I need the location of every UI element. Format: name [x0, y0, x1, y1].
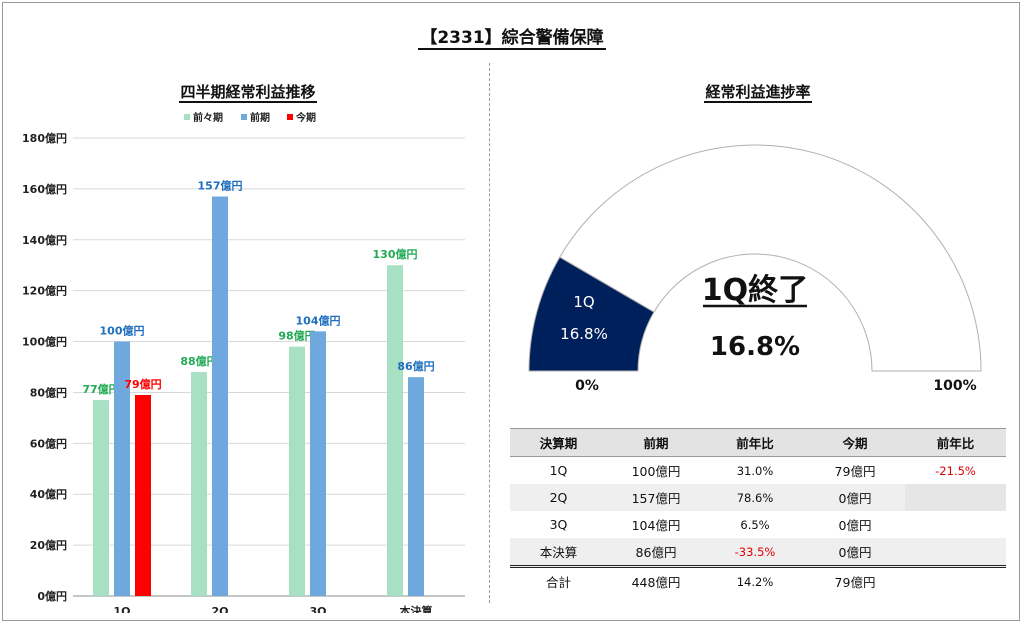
- table-cell: 79億円: [834, 464, 876, 479]
- data-label: 98億円: [278, 329, 315, 343]
- table-header-row: 決算期 前期 前年比 今期 前年比: [510, 428, 1006, 457]
- bar-chart: 0億円 20億円 40億円 60億円 80億円 100億円 120億円 140億円 160億円 1…: [22, 111, 465, 613]
- data-label: 130億円: [373, 247, 418, 261]
- legend-swatch: [184, 114, 190, 120]
- bar: [408, 377, 424, 596]
- legend-label: 前々期: [193, 111, 223, 124]
- bar: [135, 394, 151, 596]
- y-tick-label: 160億円: [22, 182, 67, 196]
- table-cell: 100億円: [631, 464, 681, 479]
- table-cell: 31.0%: [736, 463, 774, 478]
- bar: [212, 196, 228, 596]
- table-cell: [905, 484, 1006, 511]
- table-cell: 0億円: [805, 484, 905, 511]
- y-tick-label: 140億円: [22, 233, 67, 247]
- progress-gauge: 1Q 16.8% 1Q終了 16.8% 0% 100%: [528, 144, 982, 394]
- y-tick-label: 120億円: [22, 284, 67, 298]
- data-label: 79億円: [124, 377, 161, 391]
- legend-swatch: [241, 114, 247, 120]
- x-tick-label: 1Q: [113, 605, 130, 613]
- table-header: 前年比: [905, 428, 1006, 457]
- table-cell: 86億円: [607, 538, 705, 567]
- table-header: 前期: [607, 428, 705, 457]
- table-cell: 0億円: [805, 538, 905, 567]
- x-tick-label: 本決算: [400, 604, 433, 613]
- gauge-progress-segment: [528, 256, 655, 372]
- bar: [191, 372, 207, 596]
- data-label: 100億円: [100, 324, 145, 338]
- table-header: 今期: [805, 428, 905, 457]
- table-cell: 448億円: [607, 565, 705, 595]
- table-cell: 14.2%: [705, 565, 805, 595]
- table-cell: 合計: [510, 565, 607, 595]
- table-cell: 104億円: [631, 518, 681, 533]
- gauge-progress-text: 16.8%: [710, 332, 800, 362]
- progress-table: 決算期 前期 前年比 今期 前年比 1Q 100億円 31.0% 79億円 -2…: [510, 428, 1006, 595]
- x-tick-label: 3Q: [309, 605, 326, 613]
- y-tick-label: 180億円: [22, 131, 67, 145]
- y-tick-label: 80億円: [30, 385, 67, 399]
- table-cell: 0億円: [838, 518, 872, 533]
- table-cell: [905, 538, 1006, 567]
- data-label: 157億円: [198, 179, 243, 193]
- data-label: 104億円: [296, 313, 341, 327]
- y-tick-label: 20億円: [30, 538, 67, 552]
- table-cell: 3Q: [549, 517, 568, 532]
- bar: [310, 331, 326, 596]
- table-row: 3Q 104億円 6.5% 0億円: [510, 511, 1006, 538]
- table-header: 決算期: [510, 428, 607, 457]
- table-cell: [905, 511, 1006, 538]
- table-cell: 2Q: [510, 484, 607, 511]
- legend-label: 前期: [250, 111, 270, 124]
- gauge-track: [559, 144, 982, 372]
- gauge-min-label: 0%: [575, 378, 599, 394]
- page-title: 【2331】綜合警備保障: [418, 28, 606, 50]
- gauge-status-text: 1Q終了: [702, 273, 808, 308]
- table-cell: -33.5%: [705, 538, 805, 567]
- bar: [114, 341, 130, 596]
- table-cell: 6.5%: [740, 517, 770, 532]
- table-total-row: 合計 448億円 14.2% 79億円: [510, 565, 1006, 595]
- data-label: 77億円: [82, 382, 119, 396]
- table-row: 本決算 86億円 -33.5% 0億円: [510, 538, 1006, 567]
- y-tick-label: 60億円: [30, 436, 67, 450]
- bar: [289, 346, 305, 596]
- data-label: 86億円: [397, 359, 434, 373]
- table-cell: 78.6%: [705, 484, 805, 511]
- table-cell: [905, 565, 1006, 595]
- bar-chart-title: 四半期経常利益推移: [179, 83, 317, 103]
- table-cell: -21.5%: [935, 463, 976, 478]
- x-tick-label: 2Q: [211, 605, 228, 613]
- gauge-segment-label: 1Q: [573, 293, 594, 311]
- y-tick-label: 40億円: [30, 487, 67, 501]
- table-cell: 本決算: [510, 538, 607, 567]
- table-cell: 157億円: [607, 484, 705, 511]
- table-cell: 79億円: [805, 565, 905, 595]
- table-row: 2Q 157億円 78.6% 0億円: [510, 484, 1006, 511]
- table-row: 1Q 100億円 31.0% 79億円 -21.5%: [510, 457, 1006, 485]
- panel-divider: [489, 63, 490, 603]
- y-tick-label: 100億円: [22, 335, 67, 349]
- legend-label: 今期: [295, 111, 316, 124]
- gauge-segment-value: 16.8%: [560, 325, 608, 343]
- bar: [93, 400, 109, 596]
- gauge-chart-title: 経常利益進捗率: [704, 83, 812, 103]
- table-header: 前年比: [705, 428, 805, 457]
- bar: [387, 265, 403, 596]
- table-cell: 1Q: [549, 463, 568, 478]
- data-label: 88億円: [180, 354, 217, 368]
- y-tick-label: 0億円: [37, 589, 67, 603]
- legend-swatch: [287, 114, 293, 120]
- gauge-max-label: 100%: [933, 378, 976, 394]
